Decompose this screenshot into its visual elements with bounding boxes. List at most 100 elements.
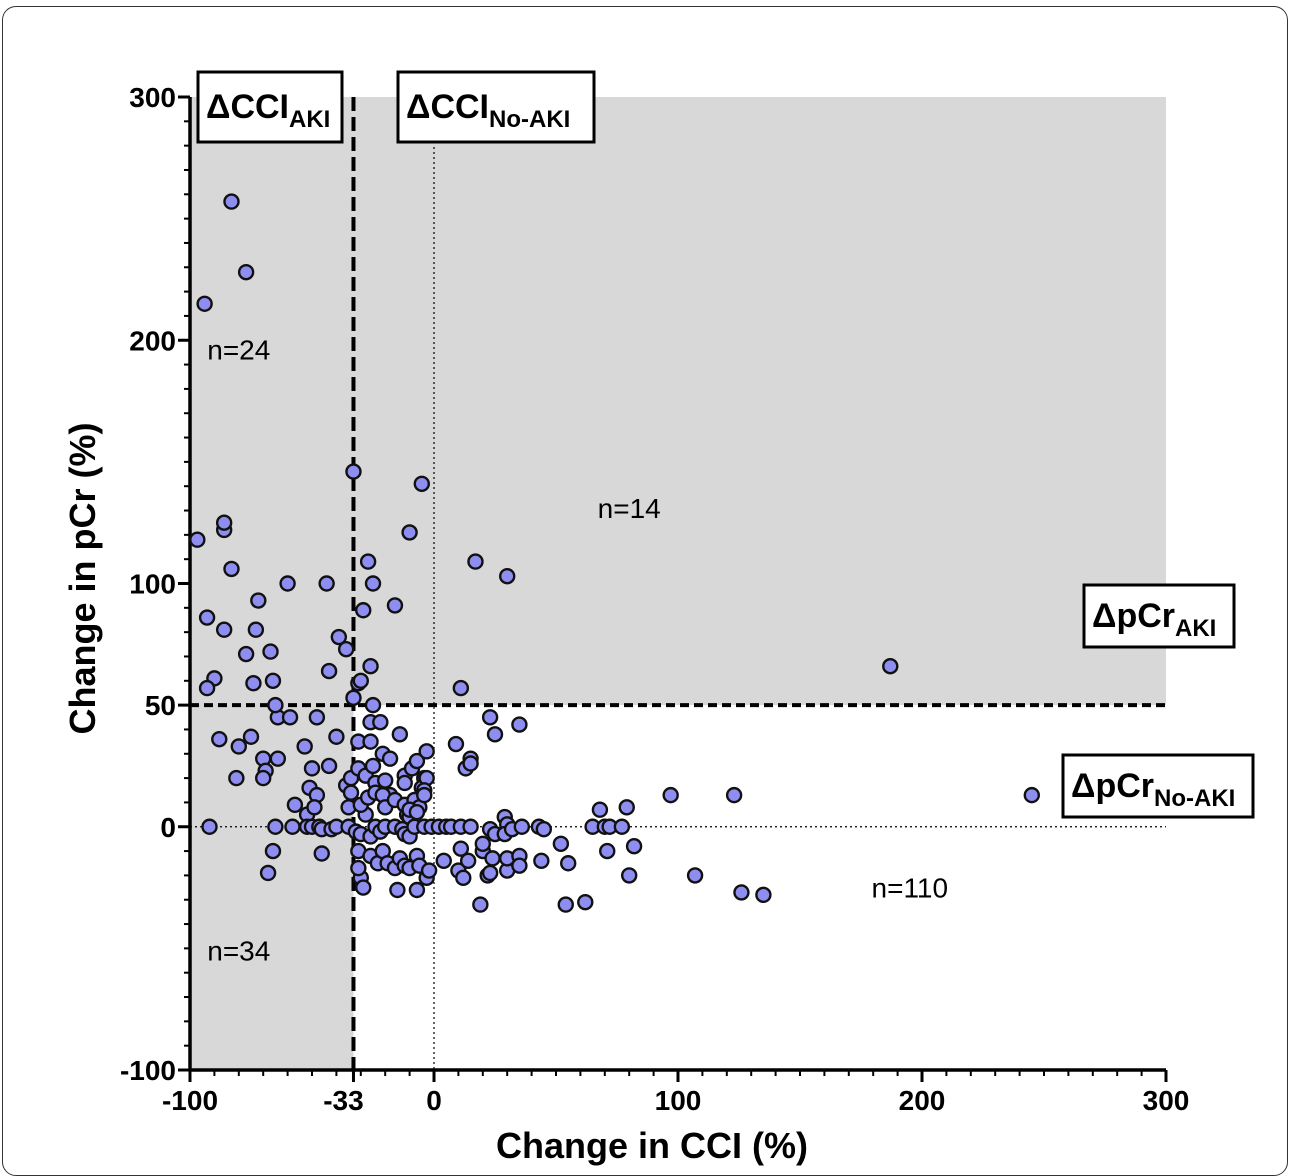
data-point (359, 553, 377, 570)
data-point (245, 675, 262, 692)
data-point (484, 850, 501, 867)
data-point (352, 672, 369, 689)
data-point (362, 658, 379, 675)
data-point (320, 757, 338, 775)
data-point (481, 709, 499, 726)
pcr-aki-label: ΔpCrAKI (1092, 597, 1216, 642)
data-point (198, 679, 216, 697)
data-point (196, 295, 213, 312)
count-label: n=14 (598, 493, 661, 524)
data-point (552, 835, 570, 852)
data-point (296, 738, 313, 755)
data-point (462, 818, 479, 835)
data-point (230, 738, 248, 755)
data-point (618, 799, 635, 816)
data-point (462, 755, 479, 772)
axes: -100 0 50 100 200 300 -100 -33 0 100 200 300 Change … (62, 82, 1189, 1166)
data-point (345, 463, 362, 480)
data-point (342, 784, 360, 801)
x-tick-label: 100 (655, 1085, 702, 1116)
data-point (364, 757, 382, 775)
data-point (389, 881, 406, 899)
data-points (189, 193, 1041, 913)
pcr-aki-label-box (1082, 583, 1236, 649)
data-point (725, 786, 743, 804)
data-point (313, 845, 330, 862)
data-point (733, 884, 750, 901)
data-point (557, 896, 574, 913)
shaded-aki-region (190, 97, 1167, 1070)
data-point (318, 575, 335, 592)
data-point (381, 750, 399, 767)
data-point (499, 568, 516, 585)
data-point (418, 743, 435, 760)
data-point (328, 728, 345, 745)
data-point (303, 760, 321, 777)
pcr-no-aki-label-box (1061, 753, 1255, 819)
data-point (408, 803, 426, 821)
y-tick-label: -100 (120, 1055, 176, 1086)
threshold-labels: ΔCCIAKI ΔCCINo-AKI ΔpCrAKI ΔpCrNo-AKI (196, 70, 1255, 819)
x-tick-label: -100 (162, 1085, 218, 1116)
count-label: n=34 (207, 936, 270, 967)
data-point (201, 818, 218, 835)
data-point (455, 869, 472, 887)
data-point (237, 645, 255, 663)
data-point (413, 475, 430, 492)
data-point (486, 726, 504, 743)
data-point (364, 696, 382, 714)
data-point (223, 193, 240, 210)
data-point (513, 818, 531, 835)
data-point (264, 842, 282, 860)
data-point (262, 643, 279, 660)
data-point (250, 592, 267, 609)
data-point (882, 658, 899, 675)
data-point (472, 896, 489, 913)
data-point (662, 786, 679, 804)
data-point (259, 864, 277, 882)
data-point (386, 597, 404, 614)
data-point (577, 893, 594, 911)
data-point (372, 713, 389, 731)
x-tick-label: -33 (323, 1085, 363, 1116)
data-point (391, 726, 409, 743)
data-point (228, 769, 245, 787)
data-point (452, 840, 470, 857)
data-point (286, 796, 304, 814)
count-label: n=24 (207, 335, 270, 366)
cci-aki-label-box (196, 70, 344, 144)
data-point (621, 867, 638, 884)
data-point (281, 709, 299, 726)
data-point (247, 621, 265, 638)
data-point (267, 696, 284, 714)
data-point (591, 801, 609, 818)
pcr-no-aki-label: ΔpCrNo-AKI (1071, 767, 1235, 812)
data-point (198, 609, 216, 626)
data-point (377, 772, 394, 789)
x-tick-label: 300 (1143, 1085, 1190, 1116)
data-point (362, 733, 379, 750)
cci-no-aki-label: ΔCCINo-AKI (406, 88, 570, 133)
data-point (560, 855, 577, 872)
data-point (308, 709, 326, 726)
data-point (416, 786, 433, 804)
shade-top (353, 97, 1167, 706)
data-point (474, 835, 491, 852)
data-point (401, 524, 418, 541)
x-axis-title: Change in CCI (%) (496, 1125, 808, 1166)
data-point (284, 818, 301, 835)
data-point (755, 886, 772, 904)
x-tick-label: 200 (899, 1085, 946, 1116)
data-point (408, 752, 426, 770)
data-point (686, 867, 704, 884)
data-point (613, 818, 631, 835)
data-point (269, 750, 287, 767)
data-point (355, 602, 372, 619)
data-point (420, 862, 438, 879)
cci-no-aki-label-box (396, 70, 596, 144)
data-point (189, 531, 206, 548)
x-tick-label: 0 (426, 1085, 442, 1116)
data-point (330, 628, 348, 646)
data-point (511, 716, 528, 733)
